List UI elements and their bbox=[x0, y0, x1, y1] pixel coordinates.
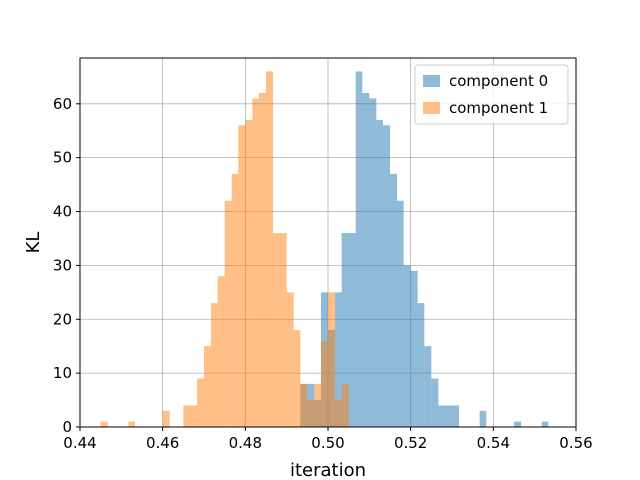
series-0-bar-12 bbox=[390, 173, 398, 427]
series-1-bar-10 bbox=[231, 173, 239, 427]
y-tick-label-6: 60 bbox=[53, 95, 72, 113]
series-1-bar-1 bbox=[128, 421, 135, 427]
series-0-bar-9 bbox=[369, 98, 377, 427]
series-1-bar-20 bbox=[300, 383, 308, 427]
series-1-bar-18 bbox=[286, 292, 294, 427]
series-1-bar-7 bbox=[211, 303, 218, 427]
series-0-bar-18 bbox=[431, 378, 439, 427]
series-1-bar-14 bbox=[258, 93, 266, 428]
series-0-bar-15 bbox=[410, 270, 418, 427]
series-1-bar-15 bbox=[266, 71, 274, 427]
series-1-bar-5 bbox=[196, 378, 204, 427]
x-tick-label-5: 0.54 bbox=[477, 434, 510, 452]
y-tick-label-3: 30 bbox=[53, 256, 72, 274]
series-1-bar-25 bbox=[335, 400, 342, 427]
x-axis-label: iteration bbox=[290, 460, 366, 480]
series-1-bar-13 bbox=[252, 98, 259, 427]
legend-swatch-1 bbox=[423, 102, 440, 114]
x-tick-label-1: 0.46 bbox=[146, 434, 179, 452]
histogram-bars bbox=[100, 71, 549, 428]
series-1-bar-6 bbox=[204, 346, 212, 427]
series-0-bar-6 bbox=[348, 233, 356, 427]
y-tick-label-2: 20 bbox=[53, 310, 72, 328]
y-tick-label-5: 50 bbox=[53, 149, 72, 167]
y-axis-ticks: 0 10 20 30 40 50 60 bbox=[53, 95, 80, 436]
y-tick-label-4: 40 bbox=[53, 203, 72, 221]
series-0-bar-21 bbox=[452, 405, 460, 427]
x-tick-label-3: 0.50 bbox=[311, 434, 344, 452]
series-1-bar-23 bbox=[320, 340, 328, 427]
y-tick-label-0: 0 bbox=[62, 418, 72, 436]
series-1-bar-0 bbox=[100, 421, 108, 427]
y-axis-label: KL bbox=[23, 232, 44, 254]
series-1-bar-4 bbox=[190, 405, 197, 427]
series-0-bar-4 bbox=[335, 292, 342, 427]
series-0-bar-19 bbox=[438, 405, 445, 427]
series-1-bar-12 bbox=[245, 119, 253, 427]
series-0-bar-7 bbox=[355, 71, 363, 427]
series-1-bar-9 bbox=[224, 200, 232, 427]
x-axis-ticks: 0.44 0.46 0.48 0.50 0.52 0.54 0.56 bbox=[63, 427, 593, 452]
series-0-bar-5 bbox=[341, 233, 349, 427]
legend-label-0: component 0 bbox=[449, 72, 548, 90]
series-1-bar-2 bbox=[162, 410, 170, 427]
series-1-bar-24 bbox=[328, 292, 336, 427]
series-0-bar-23 bbox=[514, 421, 522, 427]
series-0-bar-16 bbox=[417, 303, 425, 427]
series-0-bar-14 bbox=[403, 265, 411, 427]
series-1-bar-16 bbox=[273, 233, 280, 427]
series-1-bar-19 bbox=[293, 330, 301, 427]
legend-box bbox=[414, 64, 569, 125]
series-0-bar-13 bbox=[397, 200, 404, 427]
series-0-bar-17 bbox=[424, 346, 432, 427]
x-tick-label-2: 0.48 bbox=[229, 434, 262, 452]
series-0-bar-8 bbox=[362, 93, 370, 428]
series-1-bar-17 bbox=[279, 233, 287, 427]
x-tick-label-6: 0.56 bbox=[559, 434, 592, 452]
series-0-bar-10 bbox=[376, 119, 383, 427]
series-0-bar-11 bbox=[382, 125, 390, 428]
legend-swatch-0 bbox=[423, 75, 440, 87]
series-1-bar-3 bbox=[183, 405, 191, 427]
x-tick-label-0: 0.44 bbox=[63, 434, 96, 452]
series-1-bar-8 bbox=[217, 276, 225, 427]
legend: component 0 component 1 bbox=[414, 64, 569, 125]
series-0-bar-24 bbox=[541, 421, 549, 427]
series-1-bar-22 bbox=[314, 383, 321, 427]
x-tick-label-4: 0.52 bbox=[394, 434, 427, 452]
legend-label-1: component 1 bbox=[449, 99, 548, 117]
series-0-bar-20 bbox=[444, 405, 452, 427]
series-0-bar-22 bbox=[479, 410, 487, 427]
series-1-bars bbox=[100, 71, 349, 428]
series-1-bar-11 bbox=[238, 125, 246, 428]
y-tick-label-1: 10 bbox=[53, 364, 72, 382]
series-1-bar-26 bbox=[341, 383, 349, 427]
series-1-bar-21 bbox=[307, 400, 315, 427]
